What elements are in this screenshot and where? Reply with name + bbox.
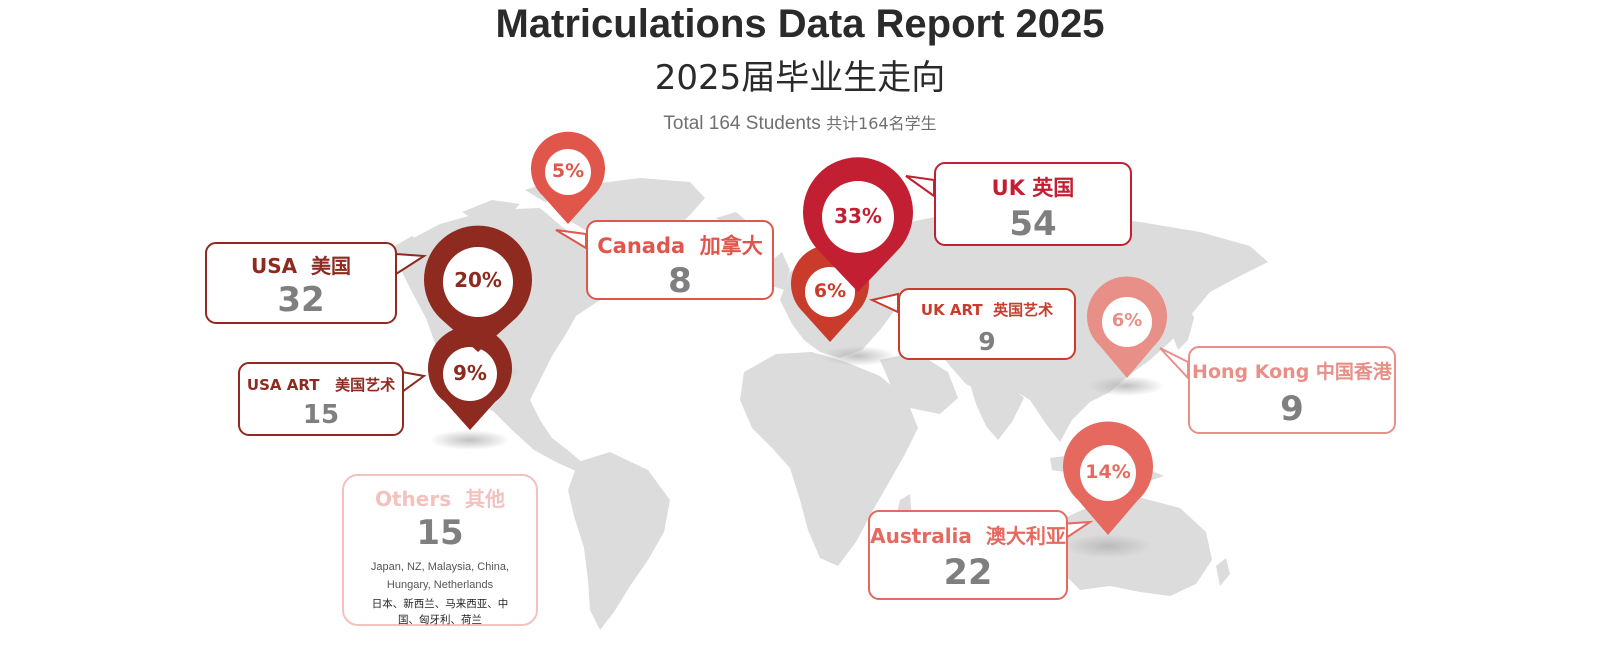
usa-label: USA 美国 bbox=[250, 254, 352, 278]
australia-pin bbox=[1063, 421, 1154, 535]
uk-pointer bbox=[905, 175, 935, 198]
arabia-shape bbox=[880, 352, 958, 414]
usa-art-label: USA ART 美国艺术 bbox=[246, 376, 396, 394]
usa-art-card: USA ART 美国艺术 15 bbox=[238, 362, 404, 436]
uk-shape bbox=[770, 252, 790, 290]
canada-card: Canada 加拿大 8 bbox=[586, 220, 774, 300]
page-subtitle: 2025届毕业生走向 bbox=[654, 58, 946, 98]
south-america-shape bbox=[568, 452, 670, 630]
india-shape bbox=[970, 382, 1024, 440]
total-students: Total 164 Students 共计164名学生 bbox=[0, 110, 1600, 135]
uk-count: 54 bbox=[1009, 204, 1057, 244]
australia-label: Australia 澳大利亚 bbox=[870, 524, 1066, 548]
others-list-en-1: Japan, NZ, Malaysia, China, bbox=[370, 561, 510, 573]
japan-shape bbox=[1172, 300, 1194, 350]
hongkong-percent: 6% bbox=[1111, 310, 1143, 331]
usa-card: USA 美国 32 bbox=[205, 242, 397, 324]
usa-art-pin bbox=[428, 326, 512, 430]
australia-percent: 14% bbox=[1085, 461, 1131, 483]
canada-count: 8 bbox=[668, 261, 692, 301]
page-title: Matriculations Data Report 2025 bbox=[495, 2, 1105, 46]
hongkong-card: Hong Kong 中国香港 9 bbox=[1188, 346, 1396, 434]
hongkong-count: 9 bbox=[1280, 389, 1304, 429]
uk-art-percent: 6% bbox=[813, 280, 847, 302]
arctic-islands-shape bbox=[462, 200, 520, 222]
others-list-cn-2: 国、匈牙利、荷兰 bbox=[398, 614, 482, 626]
usa-pin bbox=[424, 225, 532, 352]
others-list-cn-1: 日本、新西兰、马来西亚、中 bbox=[371, 598, 509, 610]
canada-label: Canada 加拿大 bbox=[597, 234, 763, 258]
total-students-en: Total 164 Students bbox=[663, 113, 821, 134]
usa-percent: 20% bbox=[454, 268, 502, 292]
uk-pin bbox=[803, 157, 914, 292]
uk-art-card: UK ART 英国艺术 9 bbox=[898, 288, 1076, 360]
uk-art-label: UK ART 英国艺术 bbox=[920, 301, 1054, 319]
usa-art-count: 15 bbox=[302, 400, 340, 430]
uk-percent: 33% bbox=[834, 204, 882, 228]
uk-card: UK 英国 54 bbox=[934, 162, 1132, 246]
australia-card: Australia 澳大利亚 22 bbox=[868, 510, 1068, 600]
australia-count: 22 bbox=[943, 553, 993, 593]
others-list-en-2: Hungary, Netherlands bbox=[386, 579, 494, 591]
others-label: Others 其他 bbox=[374, 487, 506, 511]
uk-label: UK 英国 bbox=[991, 176, 1075, 200]
hongkong-label: Hong Kong 中国香港 bbox=[1192, 361, 1392, 383]
new-zealand-shape bbox=[1216, 558, 1230, 586]
usa-art-pointer bbox=[401, 370, 427, 394]
others-card: Others 其他 15 Japan, NZ, Malaysia, China,… bbox=[342, 474, 538, 626]
hongkong-pointer bbox=[1159, 347, 1189, 381]
others-count: 15 bbox=[416, 513, 464, 553]
uk-art-count: 9 bbox=[978, 327, 996, 356]
africa-shape bbox=[740, 352, 918, 566]
canada-percent: 5% bbox=[551, 160, 585, 182]
canada-pin bbox=[531, 131, 605, 224]
usa-count: 32 bbox=[277, 280, 325, 320]
map-pins bbox=[424, 131, 1167, 535]
hongkong-pin bbox=[1087, 276, 1167, 378]
usa-art-percent: 9% bbox=[453, 361, 487, 385]
total-students-cn: 共计164名学生 bbox=[826, 114, 937, 133]
